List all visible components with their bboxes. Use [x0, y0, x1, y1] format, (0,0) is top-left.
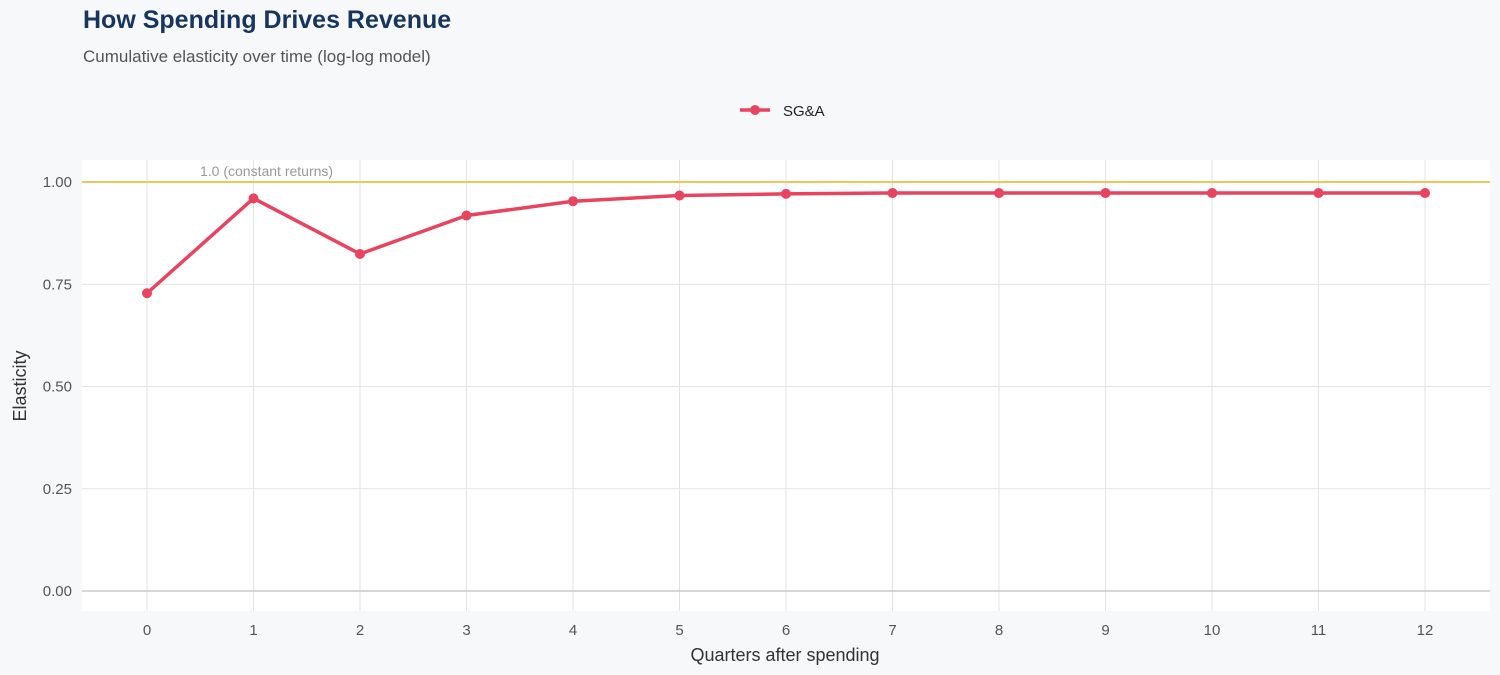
chart-title: How Spending Drives Revenue	[83, 6, 452, 34]
data-point	[248, 193, 259, 204]
data-point	[568, 196, 578, 207]
data-point	[674, 190, 685, 201]
x-axis-label: Quarters after spending	[690, 645, 879, 665]
x-tick-label: 10	[1204, 622, 1221, 639]
data-point	[461, 210, 472, 221]
x-tick-label: 2	[356, 622, 364, 639]
data-point	[1313, 188, 1324, 199]
data-point	[142, 288, 152, 299]
legend: SG&A	[740, 103, 825, 120]
x-tick-label: 6	[782, 622, 790, 639]
data-point	[994, 188, 1004, 199]
x-tick-label: 8	[995, 622, 1003, 639]
data-point	[1207, 188, 1217, 199]
x-tick-label: 5	[675, 622, 683, 639]
legend-marker	[750, 105, 760, 115]
x-tick-label: 3	[462, 622, 470, 639]
reference-line-label: 1.0 (constant returns)	[200, 163, 333, 179]
data-point	[887, 188, 898, 199]
y-tick-label: 1.00	[43, 174, 72, 191]
data-point	[781, 188, 791, 199]
data-point	[355, 248, 365, 259]
y-axis-label: Elasticity	[10, 350, 30, 421]
y-tick-label: 0.25	[43, 481, 72, 498]
x-tick-label: 0	[143, 622, 151, 639]
legend-label: SG&A	[783, 103, 825, 120]
chart-subtitle: Cumulative elasticity over time (log-log…	[83, 47, 431, 66]
y-tick-label: 0.50	[43, 379, 72, 396]
x-tick-label: 11	[1311, 622, 1327, 639]
data-point	[1420, 188, 1430, 199]
x-tick-label: 12	[1417, 622, 1434, 639]
data-point	[1100, 188, 1111, 199]
x-tick-label: 9	[1101, 622, 1109, 639]
y-tick-label: 0.75	[43, 276, 72, 293]
x-tick-label: 1	[249, 622, 257, 639]
x-tick-label: 7	[888, 622, 896, 639]
y-tick-label: 0.00	[43, 583, 72, 600]
x-tick-label: 4	[569, 622, 577, 639]
